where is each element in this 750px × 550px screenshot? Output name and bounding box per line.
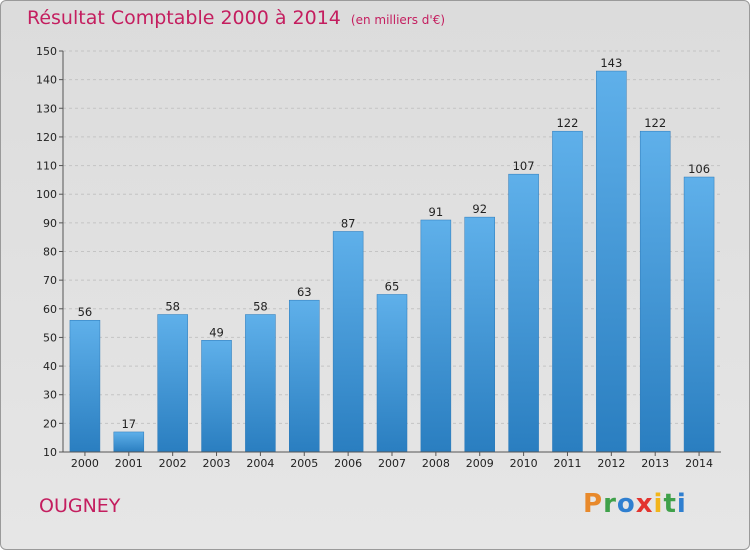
y-tick-label: 120: [36, 131, 57, 144]
logo-letter: o: [616, 489, 636, 519]
data-label: 58: [165, 300, 180, 314]
bar: [552, 130, 583, 453]
bar: [596, 70, 627, 453]
chart-title-text: Résultat Comptable 2000 à 2014: [27, 7, 341, 29]
proxiti-logo: Proxiti: [583, 489, 687, 519]
data-label: 122: [644, 116, 666, 130]
bar-layer: [69, 70, 715, 453]
data-label: 92: [472, 202, 487, 216]
data-label: 91: [429, 205, 444, 219]
y-tick-label: 140: [36, 74, 57, 87]
logo-letter: t: [663, 489, 677, 519]
data-label: 87: [341, 216, 356, 230]
logo-letter: P: [583, 489, 604, 519]
y-tick-label: 80: [43, 246, 57, 259]
bar: [289, 299, 320, 453]
bar: [639, 130, 671, 453]
y-tick-label: 130: [36, 102, 57, 115]
axis-layer: 10 20 30 40 50 60 70 80 90 100 110 120 130 140 150 2000…: [36, 45, 721, 470]
data-label: 106: [688, 162, 710, 176]
logo-letter: r: [603, 489, 617, 519]
chart-subtitle: (en milliers d'€): [350, 13, 446, 27]
data-label: 56: [78, 305, 93, 319]
bar: [201, 340, 232, 453]
data-label: 17: [121, 417, 136, 431]
y-tick-label: 30: [43, 389, 57, 402]
x-tick-label: 2007: [378, 457, 406, 470]
logo-letter: x: [635, 489, 654, 519]
data-label: 63: [297, 285, 312, 299]
x-tick-label: 2000: [71, 457, 99, 470]
data-label: 65: [385, 279, 400, 293]
y-tick-label: 20: [43, 417, 57, 430]
y-tick-label: 70: [43, 274, 57, 287]
x-tick-label: 2001: [115, 457, 143, 470]
y-tick-label: 110: [36, 160, 57, 173]
x-tick-label: 2013: [641, 457, 669, 470]
bar: [113, 431, 145, 453]
bar: [376, 294, 408, 453]
x-tick-label: 2011: [553, 457, 581, 470]
bar: [332, 231, 364, 453]
x-tick-label: 2014: [685, 457, 713, 470]
logo-letter: i: [653, 489, 664, 519]
y-tick-label: 100: [36, 188, 57, 201]
bar: [420, 219, 452, 453]
bar: [157, 314, 188, 453]
x-tick-label: 2002: [159, 457, 187, 470]
bar: [245, 314, 276, 453]
y-tick-label: 150: [36, 45, 57, 58]
bar: [69, 319, 101, 453]
chart-title: Résultat Comptable 2000 à 2014 (en millie…: [27, 7, 445, 29]
x-tick-label: 2008: [422, 457, 450, 470]
bar: [683, 176, 715, 453]
x-tick-label: 2009: [466, 457, 494, 470]
y-tick-label: 10: [43, 446, 57, 459]
x-tick-label: 2010: [510, 457, 538, 470]
data-label: 107: [513, 159, 535, 173]
y-tick-label: 60: [43, 303, 57, 316]
x-tick-label: 2004: [246, 457, 274, 470]
data-label: 143: [600, 56, 622, 70]
data-label: 122: [556, 116, 578, 130]
x-tick-label: 2006: [334, 457, 362, 470]
y-tick-label: 40: [43, 360, 57, 373]
data-label: 58: [253, 300, 268, 314]
x-tick-label: 2012: [597, 457, 625, 470]
x-tick-label: 2005: [290, 457, 318, 470]
data-label: 49: [209, 325, 224, 339]
town-name: OUGNEY: [39, 495, 121, 517]
bar: [464, 216, 495, 453]
label-layer: 56 17 58 49 58 63 87 65 91 92 107 122 143 122 106: [78, 56, 710, 431]
x-tick-label: 2003: [203, 457, 231, 470]
y-tick-label: 90: [43, 217, 57, 230]
logo-letter: i: [676, 489, 687, 519]
bar: [508, 173, 539, 453]
y-tick-label: 50: [43, 331, 57, 344]
